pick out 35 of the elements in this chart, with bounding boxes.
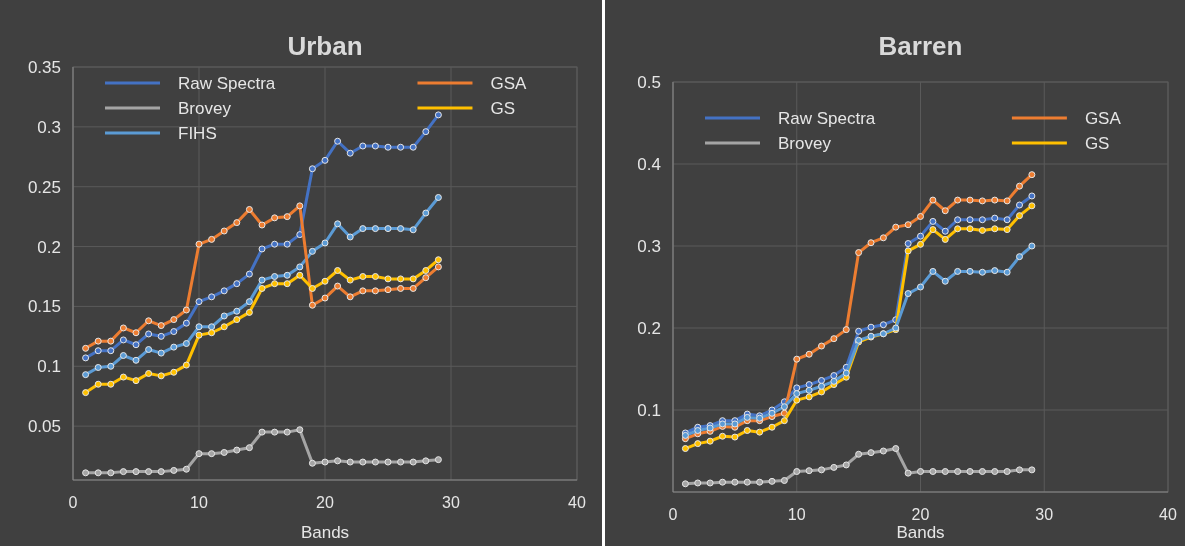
x-tick-label: 40	[568, 494, 586, 511]
y-tick-label: 0.15	[27, 297, 61, 317]
x-tick-label: 20	[911, 506, 930, 523]
x-tick-label: 10	[190, 494, 208, 511]
chart-title: Urban	[287, 31, 363, 61]
x-tick-label: 30	[442, 494, 460, 511]
x-tick-label: 0	[68, 494, 78, 511]
legend-label: Raw Spectra	[178, 73, 276, 93]
legend-label: Brovey	[778, 133, 832, 153]
x-axis-title: Bands	[300, 523, 350, 542]
y-tick-label: 0.3	[37, 117, 61, 137]
y-tick-label: 0.05	[27, 417, 61, 437]
x-tick-label: 0	[668, 506, 678, 523]
y-tick-label: 0.25	[27, 177, 61, 197]
legend-label: GS	[490, 98, 516, 118]
legend-label: GSA	[490, 73, 528, 93]
y-tick-label: 0.5	[637, 72, 661, 92]
y-tick-label: 0.1	[637, 400, 661, 420]
chart-title: Barren	[878, 31, 963, 61]
x-tick-label: 30	[1035, 506, 1054, 523]
x-tick-label: 40	[1159, 506, 1177, 523]
y-tick-label: 0.2	[37, 237, 61, 257]
legend-label: GSA	[1084, 108, 1122, 128]
x-tick-label: 10	[787, 506, 806, 523]
y-tick-label: 0.35	[27, 57, 61, 77]
x-tick-label: 20	[316, 494, 334, 511]
y-tick-label: 0.4	[637, 154, 661, 174]
legend-label: Raw Spectra	[778, 108, 876, 128]
legend-label: GS	[1084, 133, 1110, 153]
y-tick-label: 0.1	[37, 357, 61, 377]
x-axis-title: Bands	[896, 523, 945, 542]
y-tick-label: 0.3	[637, 236, 661, 256]
legend-label: FIHS	[178, 123, 217, 143]
y-tick-label: 0.2	[637, 318, 661, 338]
legend-label: Brovey	[178, 98, 232, 118]
